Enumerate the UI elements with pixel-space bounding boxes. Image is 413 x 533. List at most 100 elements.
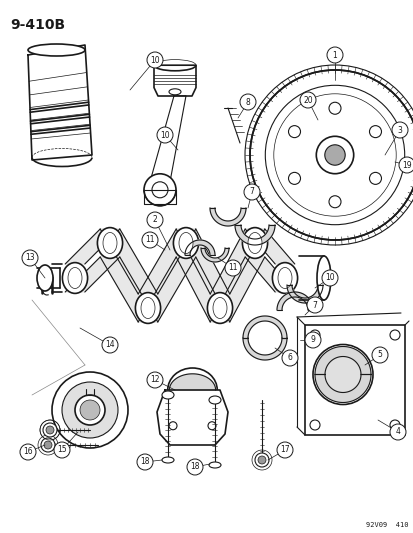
Circle shape <box>371 347 387 363</box>
Ellipse shape <box>161 457 173 463</box>
Polygon shape <box>235 225 274 245</box>
Polygon shape <box>314 375 370 402</box>
Circle shape <box>299 92 315 108</box>
Polygon shape <box>244 229 294 264</box>
Polygon shape <box>150 96 185 182</box>
Ellipse shape <box>207 293 232 324</box>
Text: 92V09  410: 92V09 410 <box>366 522 408 528</box>
Polygon shape <box>210 257 264 322</box>
Ellipse shape <box>316 256 330 300</box>
Circle shape <box>52 372 128 448</box>
Ellipse shape <box>209 294 230 322</box>
Circle shape <box>54 442 70 458</box>
Circle shape <box>368 172 380 184</box>
Ellipse shape <box>137 294 158 322</box>
Polygon shape <box>138 257 195 322</box>
Text: 6: 6 <box>287 353 292 362</box>
Ellipse shape <box>141 297 154 319</box>
Circle shape <box>80 400 100 420</box>
Circle shape <box>147 372 163 388</box>
Polygon shape <box>169 374 215 390</box>
Polygon shape <box>28 45 92 160</box>
Circle shape <box>62 382 118 438</box>
Ellipse shape <box>99 229 120 257</box>
Text: 10: 10 <box>160 131 169 140</box>
Bar <box>304 325 404 435</box>
Text: 9: 9 <box>310 335 315 344</box>
Polygon shape <box>138 229 195 294</box>
Text: 16: 16 <box>23 448 33 456</box>
Polygon shape <box>144 190 176 204</box>
Polygon shape <box>65 257 119 292</box>
Ellipse shape <box>272 263 297 293</box>
Circle shape <box>324 145 344 165</box>
Circle shape <box>328 102 340 114</box>
Ellipse shape <box>161 391 173 399</box>
Circle shape <box>326 47 342 63</box>
Polygon shape <box>276 292 312 310</box>
Text: 19: 19 <box>401 160 411 169</box>
Ellipse shape <box>62 263 88 293</box>
Text: 18: 18 <box>190 463 199 472</box>
Circle shape <box>321 270 337 286</box>
Text: 5: 5 <box>377 351 382 359</box>
Circle shape <box>157 127 173 143</box>
Circle shape <box>137 454 153 470</box>
Circle shape <box>389 424 405 440</box>
Circle shape <box>187 459 202 475</box>
Ellipse shape <box>209 396 221 404</box>
Ellipse shape <box>97 228 122 259</box>
Circle shape <box>102 337 118 353</box>
Polygon shape <box>157 390 228 445</box>
Ellipse shape <box>274 264 295 292</box>
Text: 20: 20 <box>302 95 312 104</box>
Circle shape <box>20 444 36 460</box>
Polygon shape <box>314 346 370 375</box>
Circle shape <box>316 136 353 174</box>
Circle shape <box>391 122 407 138</box>
Text: 4: 4 <box>394 427 399 437</box>
Ellipse shape <box>64 264 85 292</box>
Circle shape <box>41 438 55 452</box>
Circle shape <box>312 344 372 405</box>
Text: 7: 7 <box>312 301 317 310</box>
Ellipse shape <box>209 462 221 468</box>
Ellipse shape <box>277 268 291 288</box>
Circle shape <box>224 260 240 276</box>
Text: 8: 8 <box>245 98 250 107</box>
Circle shape <box>281 350 297 366</box>
Ellipse shape <box>169 89 180 95</box>
Circle shape <box>249 70 413 240</box>
Text: 10: 10 <box>324 273 334 282</box>
Polygon shape <box>100 229 157 294</box>
Text: 14: 14 <box>105 341 114 350</box>
Text: 1: 1 <box>332 51 337 60</box>
Circle shape <box>368 126 380 138</box>
Ellipse shape <box>68 268 82 288</box>
Circle shape <box>75 395 105 425</box>
Ellipse shape <box>135 293 160 324</box>
Circle shape <box>328 196 340 208</box>
Circle shape <box>44 441 52 449</box>
Ellipse shape <box>175 229 196 257</box>
Polygon shape <box>209 208 245 226</box>
Circle shape <box>147 52 163 68</box>
Ellipse shape <box>242 228 267 259</box>
Circle shape <box>144 174 176 206</box>
Polygon shape <box>244 257 294 292</box>
Circle shape <box>243 184 259 200</box>
Circle shape <box>240 94 255 110</box>
Text: 9-410B: 9-410B <box>10 18 65 32</box>
Circle shape <box>22 250 38 266</box>
Ellipse shape <box>244 229 265 257</box>
Circle shape <box>276 442 292 458</box>
Ellipse shape <box>28 44 85 56</box>
Text: 18: 18 <box>140 457 150 466</box>
Circle shape <box>288 126 300 138</box>
Circle shape <box>142 232 158 248</box>
Polygon shape <box>210 229 264 294</box>
Ellipse shape <box>178 232 192 254</box>
Text: 10: 10 <box>150 55 159 64</box>
Polygon shape <box>242 316 286 338</box>
Polygon shape <box>176 257 229 322</box>
